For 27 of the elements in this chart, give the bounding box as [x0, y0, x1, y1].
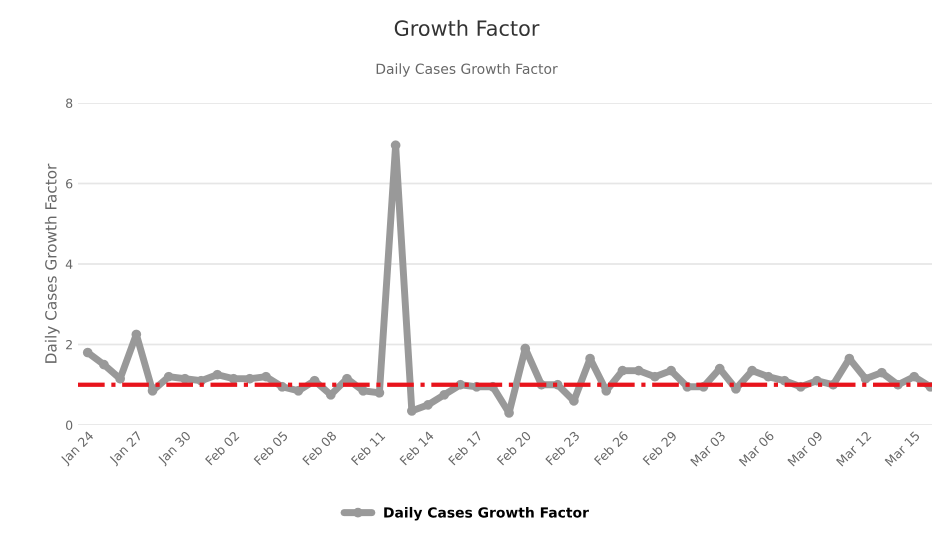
y-tick-label: 6	[66, 178, 72, 188]
x-tick-label: Jan 27	[108, 430, 144, 466]
x-tick-label: Feb 23	[545, 430, 580, 466]
x-tick-label: Feb 17	[448, 430, 483, 466]
y-tick-label: 2	[66, 340, 72, 350]
chart-subtitle: Daily Cases Growth Factor	[376, 63, 558, 77]
chart-title: Growth Factor	[394, 20, 540, 36]
x-tick-label: Feb 08	[302, 430, 338, 466]
x-tick-label: Mar 09	[787, 430, 824, 467]
x-tick-label: Jan 30	[156, 430, 193, 466]
x-tick-label: Jan 24	[60, 430, 96, 466]
x-tick-label: Feb 02	[204, 430, 240, 466]
x-tick-label: Feb 26	[594, 430, 629, 466]
x-tick-label: Mar 06	[738, 430, 775, 467]
y-axis-title: Daily Cases Growth Factor	[44, 164, 60, 363]
y-tick-label: 4	[66, 260, 72, 269]
x-tick-label: Mar 03	[690, 430, 726, 467]
x-tick-label: Mar 15	[884, 430, 920, 467]
x-tick-label: Feb 29	[642, 430, 678, 466]
x-tick-label: Feb 20	[496, 430, 532, 466]
y-tick-label: 8	[66, 98, 72, 108]
y-tick-label: 0	[66, 420, 72, 430]
x-tick-label: Feb 05	[253, 430, 288, 466]
x-tick-label: Feb 11	[350, 430, 386, 466]
x-tick-label: Feb 14	[399, 430, 434, 466]
legend-label: Daily Cases Growth Factor	[384, 506, 589, 520]
x-tick-label: Mar 12	[836, 430, 872, 467]
